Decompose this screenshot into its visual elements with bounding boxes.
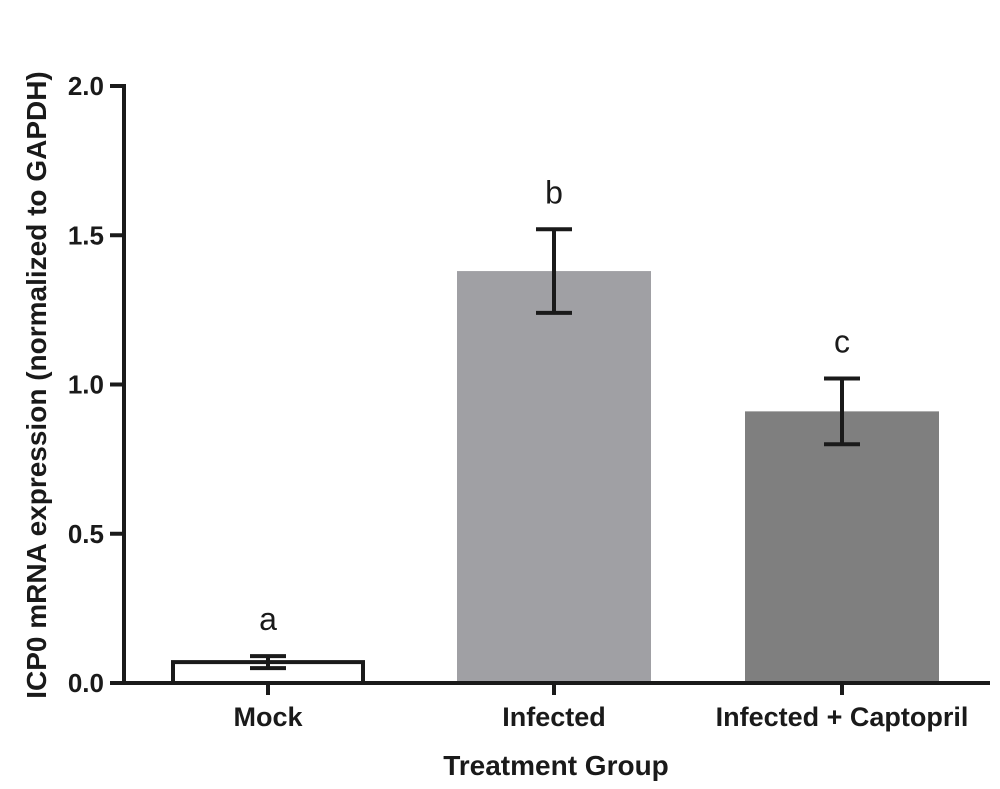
significance-label: c (834, 324, 850, 360)
y-tick-label: 0.0 (68, 668, 104, 698)
significance-label: a (259, 601, 277, 637)
x-category-label: Mock (233, 702, 303, 732)
y-tick-label: 0.5 (68, 519, 104, 549)
bar-1 (457, 271, 651, 683)
x-axis-title: Treatment Group (443, 750, 669, 781)
y-tick-label: 1.5 (68, 220, 104, 250)
x-ticks: Mock Infected Infected + Captopril (233, 683, 968, 732)
y-ticks: 0.0 0.5 1.0 1.5 2.0 (68, 71, 124, 698)
bar-2 (745, 411, 939, 683)
significance-labels: a b c (259, 174, 850, 637)
y-tick-label: 1.0 (68, 370, 104, 400)
significance-label: b (545, 174, 563, 210)
y-axis-title: ICP0 mRNA expression (normalized to GAPD… (21, 71, 52, 699)
error-bars (250, 227, 860, 671)
x-category-label: Infected + Captopril (716, 702, 969, 732)
x-category-label: Infected (502, 702, 606, 732)
y-tick-label: 2.0 (68, 71, 104, 101)
bars (171, 271, 939, 685)
